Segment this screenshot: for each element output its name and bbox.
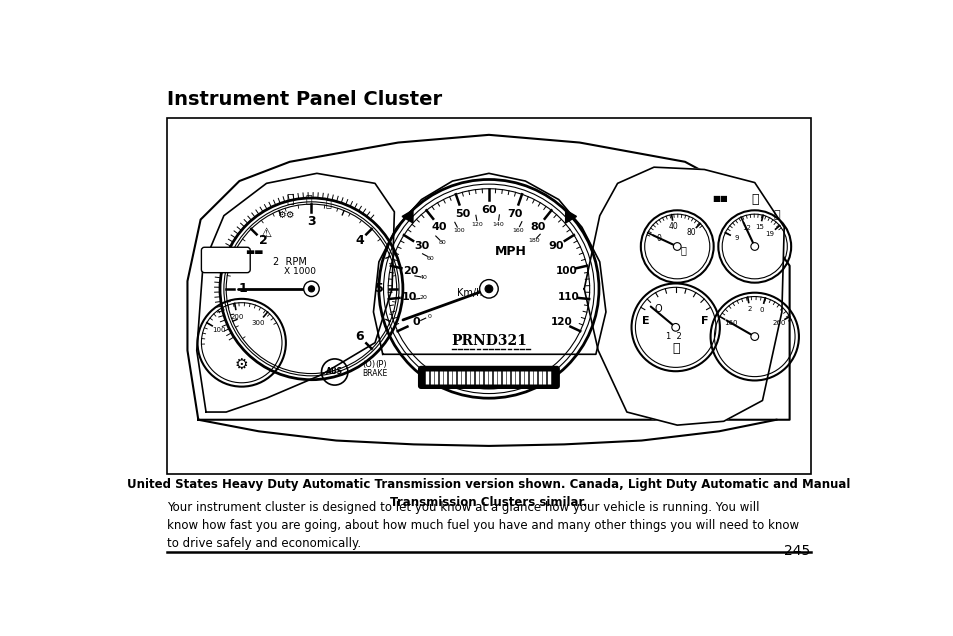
Text: 🛢: 🛢 [679, 245, 685, 255]
Text: 4: 4 [355, 235, 364, 247]
FancyBboxPatch shape [201, 247, 250, 273]
Text: PRND321: PRND321 [451, 334, 526, 348]
Text: 30: 30 [414, 241, 429, 251]
Text: 120: 120 [550, 317, 572, 328]
Text: 60: 60 [426, 256, 435, 261]
Text: O: O [654, 304, 661, 314]
Circle shape [484, 285, 493, 293]
Text: 1  2: 1 2 [665, 332, 681, 341]
Text: 0: 0 [759, 307, 763, 313]
Text: 80: 80 [438, 240, 446, 245]
Text: MPH: MPH [495, 245, 526, 258]
Text: 70: 70 [507, 209, 522, 219]
Circle shape [308, 286, 314, 292]
Bar [167, 118, 810, 474]
Text: 50: 50 [455, 209, 470, 219]
Circle shape [750, 333, 758, 340]
Text: 100: 100 [212, 327, 226, 333]
Text: 160: 160 [512, 228, 523, 233]
Text: 40: 40 [419, 275, 428, 280]
Text: 5: 5 [375, 282, 384, 295]
Text: 20: 20 [419, 296, 427, 300]
Text: (P): (P) [375, 360, 387, 369]
Text: 40: 40 [668, 222, 678, 232]
Text: 🛠: 🛠 [306, 195, 313, 205]
Text: ⚙⚙: ⚙⚙ [276, 210, 294, 220]
Polygon shape [583, 167, 783, 425]
Text: 2: 2 [258, 235, 268, 247]
Polygon shape [402, 210, 413, 223]
Text: ▬▬: ▬▬ [245, 247, 264, 257]
Text: ■■: ■■ [711, 194, 727, 204]
Text: F: F [700, 316, 708, 326]
Text: 19: 19 [765, 231, 774, 237]
Text: 300: 300 [252, 320, 265, 326]
Text: 180: 180 [528, 238, 539, 244]
Text: 6: 6 [355, 330, 364, 343]
Text: 2  RPM: 2 RPM [273, 257, 306, 267]
Circle shape [750, 243, 758, 251]
Text: Instrument Panel Cluster: Instrument Panel Cluster [167, 90, 442, 109]
Text: ABS: ABS [326, 368, 343, 377]
Text: United States Heavy Duty Automatic Transmission version shown. Canada, Light Dut: United States Heavy Duty Automatic Trans… [127, 478, 850, 509]
Text: ⚠: ⚠ [260, 227, 272, 240]
Text: 100: 100 [453, 228, 464, 233]
Text: 2: 2 [747, 307, 751, 312]
Circle shape [671, 324, 679, 331]
Circle shape [673, 243, 680, 251]
Text: 110: 110 [557, 292, 578, 302]
Text: 260: 260 [771, 320, 784, 326]
Text: E: E [641, 316, 649, 326]
Text: Km/h: Km/h [456, 287, 481, 298]
Text: 200: 200 [231, 314, 244, 320]
Text: 0: 0 [656, 233, 660, 242]
Text: 🗂: 🗂 [772, 210, 779, 220]
Text: ⚙: ⚙ [234, 357, 248, 372]
Text: Your instrument cluster is designed to let you know at a glance how your vehicle: Your instrument cluster is designed to l… [167, 501, 799, 550]
Text: 3: 3 [307, 214, 315, 228]
Text: 0: 0 [413, 317, 420, 328]
Text: 9: 9 [734, 235, 738, 241]
Polygon shape [565, 210, 576, 223]
FancyBboxPatch shape [418, 366, 558, 388]
Circle shape [479, 280, 497, 298]
Text: BRAKE: BRAKE [362, 369, 387, 378]
Text: 160: 160 [723, 320, 737, 326]
Text: 🔒: 🔒 [286, 193, 294, 206]
Text: ⛽: ⛽ [671, 342, 679, 356]
Text: 20: 20 [403, 266, 418, 275]
Text: ⛔: ⛔ [750, 193, 758, 206]
Text: 80: 80 [686, 228, 696, 237]
Text: 1: 1 [238, 282, 248, 295]
Text: 10: 10 [401, 292, 416, 302]
Text: 12: 12 [741, 225, 750, 232]
Polygon shape [187, 135, 789, 420]
Text: 120: 120 [471, 222, 483, 227]
Text: 60: 60 [480, 205, 497, 214]
Circle shape [303, 281, 319, 296]
Text: 100: 100 [556, 266, 577, 275]
Text: 245: 245 [783, 544, 810, 558]
Text: 0: 0 [427, 314, 431, 319]
Text: X 1000: X 1000 [284, 267, 315, 277]
Text: 80: 80 [530, 221, 545, 232]
Text: 🛢: 🛢 [325, 198, 331, 209]
Text: (O): (O) [362, 360, 375, 369]
Text: 15: 15 [755, 224, 763, 230]
Text: 40: 40 [431, 221, 447, 232]
Text: 90: 90 [548, 241, 563, 251]
Polygon shape [196, 174, 394, 412]
Polygon shape [373, 174, 605, 354]
Text: 140: 140 [492, 221, 503, 226]
